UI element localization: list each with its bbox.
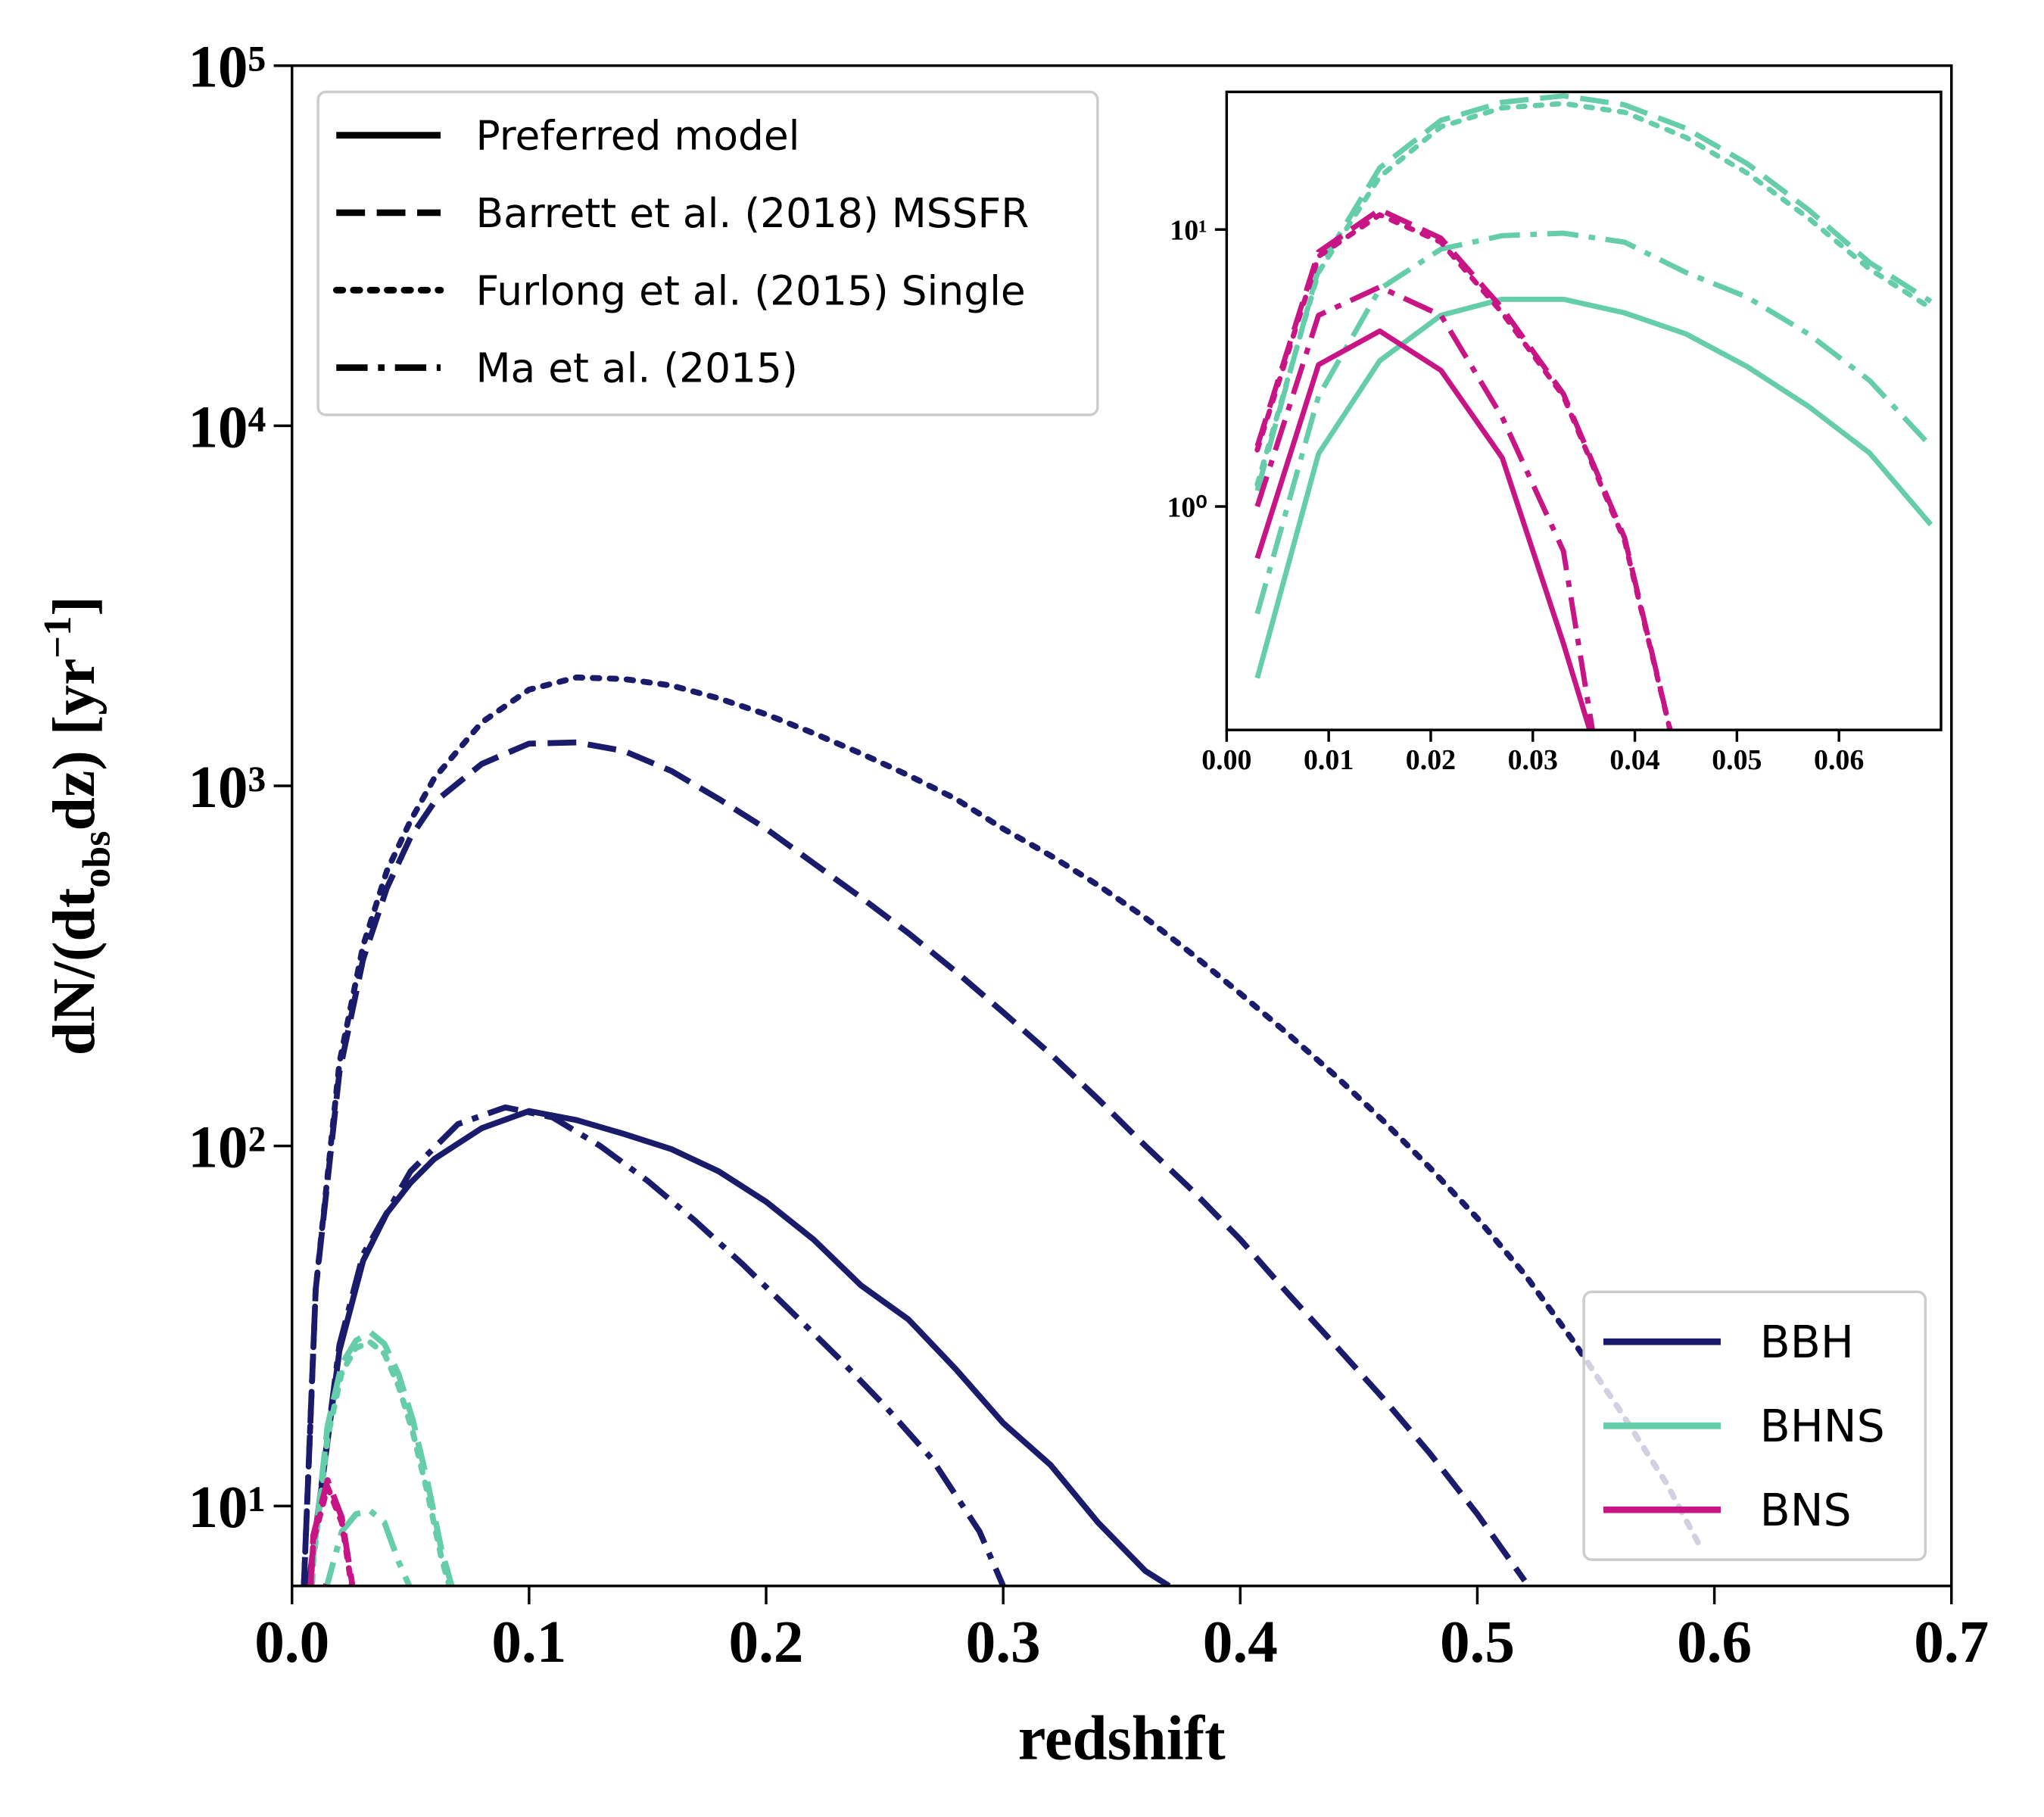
y-tick-label: 10⁰ [1167, 491, 1207, 523]
lines [301, 674, 1706, 1586]
plot-background [1226, 92, 1941, 731]
x-tick-label: 0.02 [1406, 744, 1456, 776]
x-tick-label: 0.3 [966, 1609, 1041, 1675]
x-tick-label: 0.5 [1440, 1609, 1515, 1675]
lines [1254, 93, 1933, 731]
x-tick-label: 0.0 [254, 1609, 329, 1675]
legend-label: BNS [1760, 1484, 1852, 1536]
curve [1254, 93, 1933, 492]
x-tick-label: 0.06 [1814, 744, 1864, 776]
curve [305, 1108, 1171, 1586]
curve [1254, 284, 1596, 731]
curve [309, 1339, 453, 1586]
x-tick-label: 0.01 [1304, 744, 1354, 776]
plot-frame [1225, 90, 1943, 731]
x-tick-label: 0.2 [729, 1609, 804, 1675]
y-tick-label: 10⁴ [188, 394, 266, 460]
y-axis-label-part: obs [76, 831, 119, 888]
style-legend: Preferred model Barrett et al. (2018) MSS… [316, 90, 1099, 416]
y-axis-label-part: −1 [36, 616, 79, 659]
curve [301, 674, 1706, 1586]
legend-label: Ma et al. (2015) [476, 344, 798, 391]
x-tick-label: 0.04 [1609, 744, 1659, 776]
legend-label: Furlong et al. (2015) Single [476, 266, 1026, 314]
curve [1254, 230, 1933, 615]
y-tick-label: 10³ [188, 754, 266, 821]
legend-box [316, 90, 1099, 416]
legend-label: Barrett et al. (2018) MSSFR [476, 189, 1030, 237]
y-axis-label-part: dN/(dt [41, 887, 107, 1055]
curve [307, 1484, 355, 1586]
legend-label: Preferred model [476, 112, 800, 160]
curve [1254, 296, 1933, 679]
legend-label: BHNS [1760, 1400, 1885, 1452]
legend-label: BBH [1760, 1316, 1854, 1368]
color-legend: BBH BHNS BNS [1582, 1290, 1927, 1561]
legend-box [1582, 1290, 1927, 1561]
plot-frame [290, 64, 1953, 1588]
curve [307, 1477, 356, 1586]
plot-area: 0.0 0.1 0.2 0.3 0.4 0.5 0.6 0.7 10¹ 10² 10³ 10⁴ 10⁵ r… [36, 33, 1989, 1772]
curve [1254, 101, 1933, 488]
x-tick-label: 0.03 [1508, 744, 1558, 776]
y-tick-label: 10¹ [1170, 214, 1207, 246]
y-axis-label: dN/(dtobsdz) [yr−1] [36, 596, 118, 1055]
y-axis-label-part: dz) [yr [41, 658, 107, 831]
x-tick-label: 0.05 [1712, 744, 1762, 776]
x-tick-label: 0.7 [1914, 1609, 1989, 1675]
x-tick-label: 0.4 [1203, 1609, 1278, 1675]
x-tick-label: 0.6 [1677, 1609, 1752, 1675]
curve [1254, 328, 1593, 731]
y-tick-label: 10⁵ [188, 33, 266, 100]
x-tick-label: 0.1 [491, 1609, 566, 1675]
y-axis-label-part: ] [41, 596, 107, 616]
curve [309, 1329, 455, 1586]
y-tick-label: 10¹ [188, 1474, 266, 1541]
x-tick-label: 0.00 [1201, 744, 1251, 776]
curve [1254, 212, 1673, 731]
plot-area: 0.00 0.01 0.02 0.03 0.04 0.05 0.06 10⁰ 10¹ [1167, 90, 1943, 776]
curve [301, 739, 1528, 1586]
curve [305, 1104, 1006, 1586]
x-axis-label: redshift [1018, 1703, 1226, 1772]
y-tick-label: 10² [188, 1114, 266, 1180]
